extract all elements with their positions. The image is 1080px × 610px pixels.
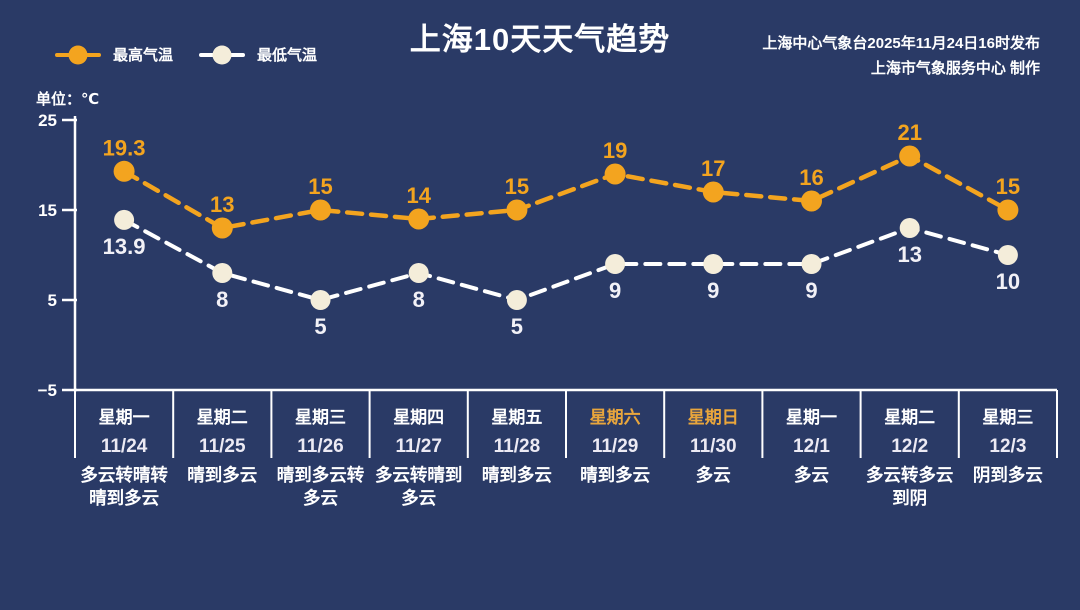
low-temp-point [408,263,429,283]
date-label: 11/24 [101,436,148,457]
day-label: 星期一 [786,408,837,427]
date-label: 11/25 [199,436,246,457]
low-temp-legend-dot-icon [212,45,232,64]
low-temp-point [310,290,331,310]
weather-label: 多云转多云 [866,465,954,485]
low-temp-point [997,245,1018,265]
date-label: 11/30 [690,436,737,457]
weather-label: 多云转晴转 [80,465,168,485]
day-label: 星期二 [197,408,248,427]
low-temp-value: 9 [609,278,621,303]
date-label: 11/26 [297,436,344,457]
high-temp-value: 13 [210,192,234,217]
y-tick-label: 5 [48,291,57,310]
source-line-2: 上海市气象服务中心 制作 [870,60,1040,77]
source-line-1: 上海中心气象台2025年11月24日16时发布 [762,35,1040,52]
high-temp-value: 17 [701,156,725,181]
low-temp-value: 13.9 [103,234,146,259]
low-temp-point [703,254,724,274]
date-label: 12/1 [793,436,830,457]
y-tick-label: −5 [38,381,57,400]
date-label: 12/3 [989,436,1026,457]
day-label: 星期三 [295,408,346,427]
weather-label: 阴到多云 [973,465,1043,485]
low-temp-value: 8 [216,287,228,312]
high-temp-value: 19 [603,138,627,163]
source-info: 上海中心气象台2025年11月24日16时发布 上海市气象服务中心 制作 [762,31,1040,81]
day-label: 星期六 [590,407,641,427]
low-temp-value: 8 [413,287,425,312]
date-label: 12/2 [891,436,928,457]
y-tick-label: 15 [38,201,57,220]
weather-label: 晴到多云 [89,488,159,508]
low-temp-value: 13 [897,242,921,267]
high-temp-point [899,145,921,167]
y-tick-label: 25 [38,111,57,130]
high-temp-point [310,199,331,221]
date-label: 11/28 [494,436,541,457]
high-temp-point [506,199,528,221]
weather-label: 多云 [401,488,436,508]
day-label: 星期一 [99,408,150,427]
high-temp-point [113,160,135,182]
weather-label: 多云转晴到 [375,465,463,485]
low-temp-point [899,218,920,238]
page-title: 上海10天天气趋势 [409,22,671,57]
unit-label: 单位：℃ [36,91,100,108]
legend-item-low: 最低气温 [199,44,317,65]
weather-label: 到阴 [892,488,927,508]
day-label: 星期三 [982,408,1033,427]
high-temp-legend-line [55,45,101,64]
weather-label: 晴到多云 [580,465,650,485]
legend-label-low: 最低气温 [257,47,318,64]
low-temp-line [122,217,1010,302]
legend-label-high: 最高气温 [113,47,174,64]
low-temp-value: 5 [511,314,523,339]
low-temp-point [605,254,626,274]
weather-label: 晴到多云转 [277,465,365,485]
low-temp-value: 10 [996,269,1020,294]
low-temp-value: 9 [707,278,719,303]
day-label: 星期二 [884,408,935,427]
high-temp-legend-dot-icon [68,45,88,64]
day-label: 星期日 [688,408,739,427]
high-temp-value: 21 [897,120,921,145]
day-label: 星期五 [491,408,542,427]
high-temp-point [997,199,1019,221]
low-temp-value: 5 [314,314,326,339]
low-temp-point [801,254,822,274]
legend-item-high: 最高气温 [55,44,173,65]
high-temp-point [211,217,233,239]
weather-label: 多云 [794,465,829,485]
weather-label: 多云 [303,488,338,508]
high-temp-point [801,190,822,212]
high-temp-value: 15 [505,174,529,199]
high-temp-value: 19.3 [103,135,146,160]
high-temp-value: 14 [406,183,431,208]
low-temp-value: 9 [805,278,817,303]
high-temp-value: 15 [308,174,332,199]
date-label: 11/27 [395,436,442,457]
high-temp-point [604,163,626,185]
weather-label: 晴到多云 [187,465,257,485]
low-temp-point [212,263,233,283]
low-temp-point [114,209,135,230]
high-temp-value: 15 [996,174,1020,199]
high-temp-value: 16 [799,165,823,190]
high-temp-point [408,208,430,230]
chart-legend: 最高气温 最低气温 [55,44,317,65]
low-temp-point [506,290,527,310]
low-temp-legend-line [199,45,246,64]
date-label: 11/29 [592,436,639,457]
weather-label: 晴到多云 [482,465,552,485]
day-label: 星期四 [393,408,444,427]
high-temp-point [702,181,724,203]
weather-label: 多云 [696,465,731,485]
high-temp-line [121,153,1011,231]
